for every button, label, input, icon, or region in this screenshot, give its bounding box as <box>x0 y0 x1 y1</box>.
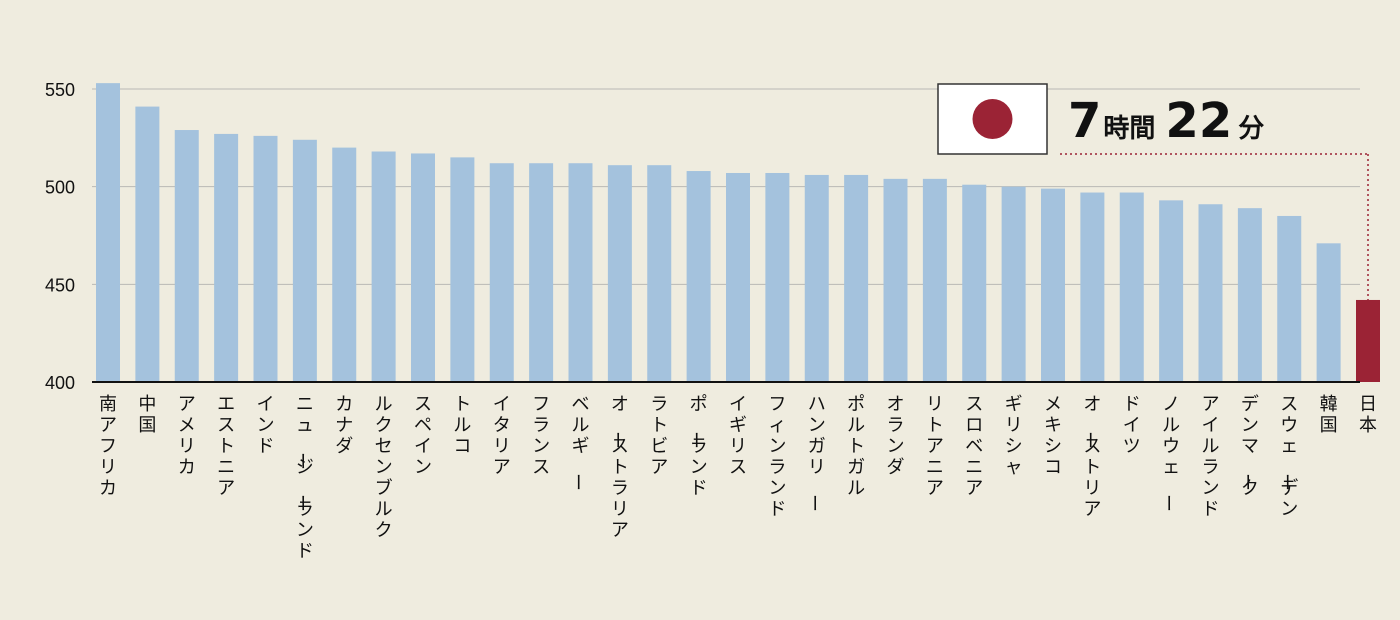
bar <box>1119 192 1144 382</box>
y-tick-label: 400 <box>45 373 75 393</box>
category-label: アイルランド <box>1202 394 1220 520</box>
bar <box>135 106 160 382</box>
bar <box>726 172 750 382</box>
bar <box>1041 188 1065 382</box>
bar <box>332 147 357 382</box>
y-tick-label: 500 <box>45 178 75 198</box>
category-label: 日本 <box>1359 394 1377 436</box>
bar <box>174 130 199 382</box>
category-label: ハンガリー <box>803 394 826 512</box>
category-label: 韓国 <box>1320 394 1338 436</box>
bar <box>1080 192 1105 382</box>
category-label: アメリカ <box>178 394 196 478</box>
bar <box>489 163 514 382</box>
bar <box>1159 200 1184 382</box>
y-tick-label: 450 <box>45 275 75 295</box>
japan-callout: 7時間 22 分 <box>937 83 1369 300</box>
bar <box>1277 215 1302 382</box>
category-label: オランダ <box>887 394 905 478</box>
category-label: イタリア <box>493 394 511 478</box>
category-label: ラトビア <box>650 394 668 478</box>
category-label: デンマーク <box>1236 394 1259 499</box>
bar <box>568 163 593 382</box>
bar <box>922 178 947 382</box>
y-tick-labels: 400 450 500 550 <box>45 80 75 393</box>
bar <box>450 157 475 382</box>
bar <box>844 174 869 382</box>
category-label: ベルギー <box>567 394 590 491</box>
category-label: エストニア <box>217 394 235 499</box>
category-label: スペイン <box>414 394 432 478</box>
category-label: イギリス <box>729 394 747 478</box>
category-label: ポーランド <box>685 394 708 499</box>
bar <box>1198 204 1223 382</box>
bar <box>962 184 987 382</box>
category-label: 中国 <box>138 394 156 436</box>
bar <box>647 165 672 382</box>
category-label: オーストリア <box>1078 394 1101 520</box>
category-label: ギリシャ <box>1005 394 1023 478</box>
category-label: ドイツ <box>1123 394 1141 457</box>
bar <box>371 151 396 382</box>
category-label: ルクセンブルク <box>375 394 393 541</box>
bar <box>1237 208 1262 382</box>
callout-unit-hours: 時間 <box>1103 114 1155 144</box>
bar <box>253 135 278 382</box>
bar <box>883 178 908 382</box>
bar <box>1316 243 1341 382</box>
category-label: メキシコ <box>1044 394 1062 478</box>
category-label: スウェーデン <box>1275 394 1298 520</box>
category-label: オーストラリア <box>606 394 629 541</box>
category-label: フランス <box>532 394 550 478</box>
category-label: 南アフリカ <box>99 394 117 499</box>
category-label: トルコ <box>453 394 471 457</box>
bar <box>1001 186 1026 382</box>
bar <box>214 133 239 382</box>
bar <box>804 174 829 382</box>
callout-value: 7時間 22 分 <box>1068 93 1264 149</box>
category-label: カナダ <box>335 394 353 457</box>
category-label: ノルウェー <box>1157 394 1180 512</box>
y-tick-label: 550 <box>45 80 75 100</box>
category-label: インド <box>257 394 275 457</box>
bar <box>411 153 435 382</box>
callout-number-hours: 7 <box>1068 93 1101 149</box>
bars <box>96 83 1380 382</box>
category-label: ポルトガル <box>847 394 865 499</box>
bar <box>529 163 554 382</box>
bar <box>686 171 711 382</box>
bar-highlight <box>1356 299 1380 382</box>
japan-flag-icon <box>937 83 1048 155</box>
category-label: ニュージーランド <box>291 394 314 562</box>
category-label: スロベニア <box>965 394 983 499</box>
callout-number-minutes: 22 <box>1165 93 1232 149</box>
bar <box>765 172 790 382</box>
category-label: リトアニア <box>926 394 944 499</box>
bar <box>292 139 317 382</box>
callout-unit-minutes: 分 <box>1238 114 1264 144</box>
category-label: フィンランド <box>768 394 786 520</box>
bar <box>96 83 120 382</box>
bar <box>607 165 632 382</box>
